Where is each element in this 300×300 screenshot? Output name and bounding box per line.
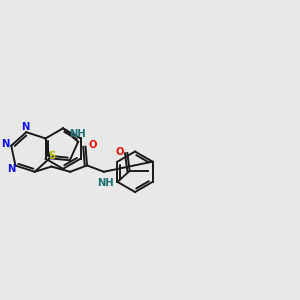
Text: NH: NH — [97, 178, 113, 188]
Text: O: O — [115, 146, 124, 157]
Text: N: N — [21, 122, 29, 131]
Text: N: N — [7, 164, 15, 174]
Text: O: O — [88, 140, 97, 151]
Text: N: N — [2, 139, 10, 149]
Text: S: S — [48, 152, 55, 161]
Text: NH: NH — [69, 129, 86, 139]
